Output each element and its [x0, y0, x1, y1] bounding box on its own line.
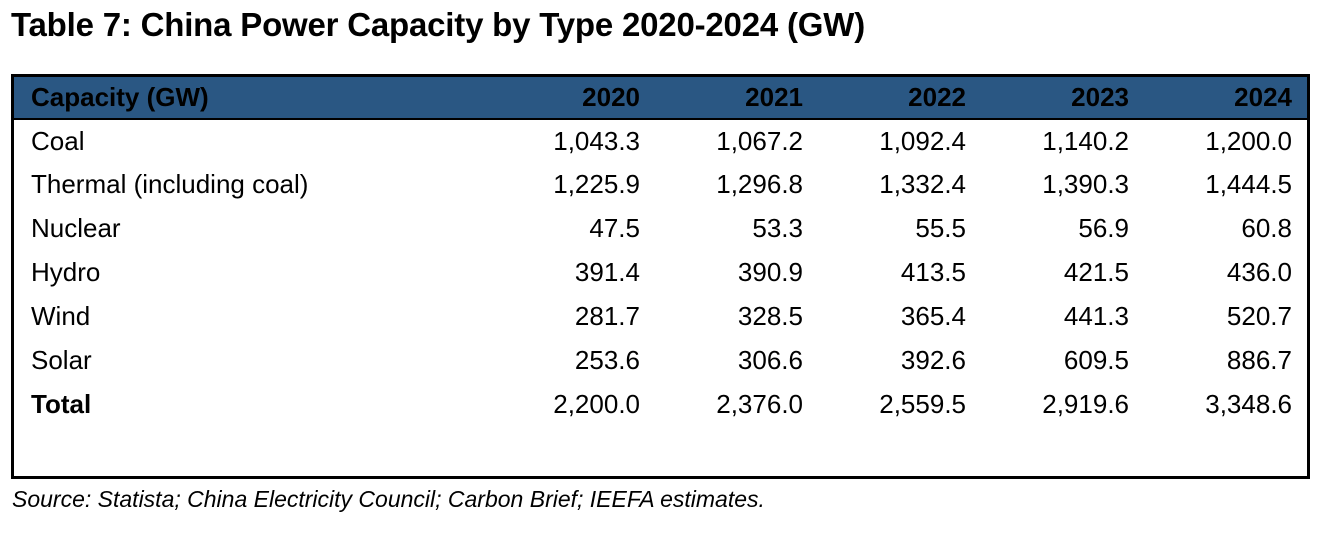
table-title: Table 7: China Power Capacity by Type 20…	[11, 6, 865, 43]
report-page: Table 7: China Power Capacity by Type 20…	[11, 6, 1310, 512]
row-label: Hydro	[31, 257, 101, 288]
value-cell: 1,067.2	[716, 125, 803, 156]
value-cell: 390.9	[737, 257, 803, 288]
table-row: Total 2,200.0 2,376.0 2,559.5 2,919.6 3,348.6	[14, 383, 1307, 427]
value-cell: 1,444.5	[1205, 169, 1292, 200]
header-capacity-gw: Capacity (GW)	[14, 76, 492, 120]
header-year-2024: 2024	[1144, 76, 1307, 120]
value-cell: 609.5	[1063, 345, 1129, 376]
header-year-2021: 2021	[655, 76, 818, 120]
header-year-2020: 2020	[492, 76, 655, 120]
value-cell: 441.3	[1063, 301, 1129, 332]
value-cell: 1,092.4	[879, 125, 966, 156]
value-cell: 1,296.8	[716, 169, 803, 200]
value-cell: 2,919.6	[1042, 389, 1129, 420]
capacity-table: Capacity (GW) 2020 2021 2022 2023 2024 C…	[11, 73, 1310, 479]
row-label: Coal	[31, 125, 85, 156]
table-row: Nuclear 47.5 53.3 55.5 56.9 60.8	[14, 207, 1307, 251]
table-header-row: Capacity (GW) 2020 2021 2022 2023 2024	[14, 76, 1307, 120]
row-label: Solar	[31, 345, 92, 376]
value-cell: 2,200.0	[553, 389, 640, 420]
capacity-table-grid: Capacity (GW) 2020 2021 2022 2023 2024 C…	[14, 76, 1307, 427]
value-cell: 2,376.0	[716, 389, 803, 420]
value-cell: 56.9	[1078, 213, 1129, 244]
value-cell: 1,332.4	[879, 169, 966, 200]
table-empty-space	[14, 427, 1307, 476]
table-row: Hydro 391.4 390.9 413.5 421.5 436.0	[14, 251, 1307, 295]
value-cell: 281.7	[574, 301, 640, 332]
row-label: Thermal (including coal)	[31, 169, 309, 200]
row-label: Wind	[31, 301, 91, 332]
value-cell: 391.4	[574, 257, 640, 288]
value-cell: 3,348.6	[1205, 389, 1292, 420]
value-cell: 47.5	[589, 213, 640, 244]
table-row: Thermal (including coal) 1,225.9 1,296.8 1,…	[14, 163, 1307, 207]
value-cell: 1,140.2	[1042, 125, 1129, 156]
value-cell: 1,200.0	[1205, 125, 1292, 156]
table-row: Wind 281.7 328.5 365.4 441.3 520.7	[14, 295, 1307, 339]
header-year-2022: 2022	[818, 76, 981, 120]
value-cell: 421.5	[1063, 257, 1129, 288]
value-cell: 53.3	[752, 213, 803, 244]
value-cell: 413.5	[900, 257, 966, 288]
header-year-2023: 2023	[981, 76, 1144, 120]
row-label: Total	[31, 389, 92, 420]
value-cell: 436.0	[1226, 257, 1292, 288]
source-note: Source: Statista; China Electricity Coun…	[12, 485, 765, 512]
value-cell: 2,559.5	[879, 389, 966, 420]
value-cell: 253.6	[574, 345, 640, 376]
value-cell: 328.5	[737, 301, 803, 332]
value-cell: 1,225.9	[553, 169, 640, 200]
row-label: Nuclear	[31, 213, 121, 244]
table-row: Solar 253.6 306.6 392.6 609.5 886.7	[14, 339, 1307, 383]
value-cell: 520.7	[1226, 301, 1292, 332]
value-cell: 60.8	[1241, 213, 1292, 244]
table-row: Coal 1,043.3 1,067.2 1,092.4 1,140.2 1,200.0	[14, 119, 1307, 163]
value-cell: 1,390.3	[1042, 169, 1129, 200]
value-cell: 886.7	[1226, 345, 1292, 376]
value-cell: 55.5	[915, 213, 966, 244]
value-cell: 306.6	[737, 345, 803, 376]
value-cell: 365.4	[900, 301, 966, 332]
value-cell: 1,043.3	[553, 125, 640, 156]
value-cell: 392.6	[900, 345, 966, 376]
